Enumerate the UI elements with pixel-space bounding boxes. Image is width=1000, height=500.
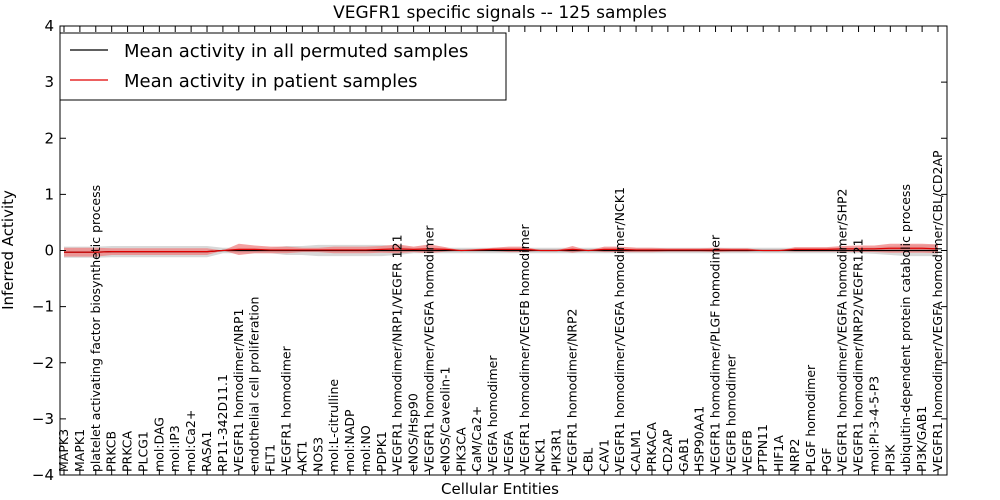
x-tick-label: HIF1A [771, 435, 786, 472]
series-line-1 [64, 247, 939, 253]
x-tick-label: VEGFA homodimer [485, 355, 500, 472]
legend-label-patient: Mean activity in patient samples [124, 71, 418, 92]
x-tick-label: PGF [819, 448, 834, 472]
legend-box [59, 32, 507, 101]
y-tick-label: −4 [32, 466, 54, 484]
x-tick-label: VEGFA [501, 431, 516, 472]
x-tick-label: PDPK1 [374, 431, 389, 472]
x-tick-label: mol:IP3 [167, 425, 182, 472]
x-tick-label: PI3K [882, 444, 897, 472]
chart-title: VEGFR1 specific signals -- 125 samples [333, 3, 667, 23]
x-tick-label: CBL [580, 448, 595, 472]
y-tick-label: −3 [32, 410, 54, 428]
x-axis: MAPK3 MAPK1 platelet activating factor bio… [56, 26, 945, 475]
x-tick-label: mol:L-citrulline [326, 379, 341, 472]
x-tick-label: platelet activating factor biosynthetic … [88, 185, 103, 472]
legend-label-permuted: Mean activity in all permuted samples [124, 41, 468, 62]
x-tick-label: VEGFR1 homodimer/VEGFB homodimer [517, 224, 532, 472]
x-tick-label: VEGFR1 homodimer/PLGF homodimer [708, 234, 723, 472]
x-tick-label: eNOS/Hsp90 [406, 393, 421, 472]
x-tick-label: VEGFR1 homodimer/NRP1/VEGFR 121 [390, 234, 405, 472]
x-tick-label: MAPK3 [56, 429, 71, 472]
x-tick-label: AKT1 [294, 441, 309, 472]
x-tick-label: mol:DAG [151, 417, 166, 472]
x-tick-label: FLT1 [263, 444, 278, 472]
x-tick-label: NOS3 [310, 437, 325, 472]
x-tick-label: CALM1 [628, 429, 643, 472]
y-tick-label: −2 [32, 354, 54, 372]
x-tick-label: mol:NADP [342, 409, 357, 472]
x-tick-label: mol:PI-3-4-5-P3 [866, 376, 881, 472]
x-tick-label: VEGFR1 homodimer/VEGFA homodimer [421, 225, 436, 472]
x-tick-label: PLCG1 [135, 431, 150, 472]
y-tick-label: −1 [32, 298, 54, 316]
y-tick-label: 0 [44, 242, 54, 260]
x-tick-label: VEGFR1 homodimer/VEGFA homodimer/NCK1 [612, 187, 627, 472]
y-tick-label: 3 [44, 73, 54, 91]
y-tick-label: 1 [44, 185, 54, 203]
x-tick-label: VEGFR1 homodimer [278, 345, 293, 472]
x-tick-label: VEGFB homodimer [723, 353, 738, 472]
y-tick-label: 2 [44, 129, 54, 147]
x-tick-label: VEGFB [739, 430, 754, 472]
y-axis: −4 −3 −2 −1 0 1 2 3 4 [32, 17, 947, 484]
x-axis-label: Cellular Entities [441, 480, 559, 498]
y-tick-label: 4 [44, 17, 54, 35]
y-axis-label: Inferred Activity [0, 190, 17, 310]
x-tick-label: endothelial cell proliferation [247, 297, 262, 472]
x-tick-label: ubiquitin-dependent protein catabolic pr… [898, 184, 913, 472]
x-tick-label: PLGF homodimer [803, 364, 818, 472]
x-tick-label: MAPK1 [72, 429, 87, 472]
x-tick-label: mol:NO [358, 425, 373, 472]
x-tick-label: HSP90AA1 [692, 406, 707, 472]
x-tick-label: mol:Ca2+ [183, 410, 198, 472]
x-tick-label: PIK3R1 [549, 428, 564, 472]
x-tick-label: NCK1 [533, 438, 548, 472]
x-tick-label: VEGFR1 homodimer/NRP1 [231, 309, 246, 472]
x-tick-label: VEGFR1 homodimer/VEGFA homodimer/CBL/CD2… [930, 150, 945, 472]
x-tick-label: PI3K/GAB1 [914, 406, 929, 472]
x-tick-label: GAB1 [676, 437, 691, 472]
x-tick-label: VEGFR1 homodimer/VEGFA homodimer/SHP2 [835, 188, 850, 472]
x-tick-label: PRKCB [104, 431, 119, 472]
x-tick-label: CAV1 [596, 439, 611, 472]
x-tick-label: eNOS/Caveolin-1 [437, 367, 452, 472]
legend: Mean activity in all permuted samples Me… [59, 32, 507, 101]
x-tick-label: NRP2 [787, 438, 802, 472]
x-tick-label: VEGFR1 homodimer/NRP2/VEGFR121 [851, 238, 866, 472]
x-tick-label: CD2AP [660, 429, 675, 472]
x-tick-label: VEGFR1 homodimer/NRP2 [565, 309, 580, 472]
x-tick-label: PRKACA [644, 422, 659, 472]
x-tick-label: RP11-342D11.1 [215, 374, 230, 472]
x-tick-label: CaM/Ca2+ [469, 406, 484, 472]
x-tick-label: PTPN11 [755, 424, 770, 472]
series-lines [64, 247, 939, 253]
x-tick-label: PIK3CA [453, 427, 468, 472]
x-tick-label: RASA1 [199, 431, 214, 472]
x-tick-label: PRKCA [120, 431, 135, 472]
